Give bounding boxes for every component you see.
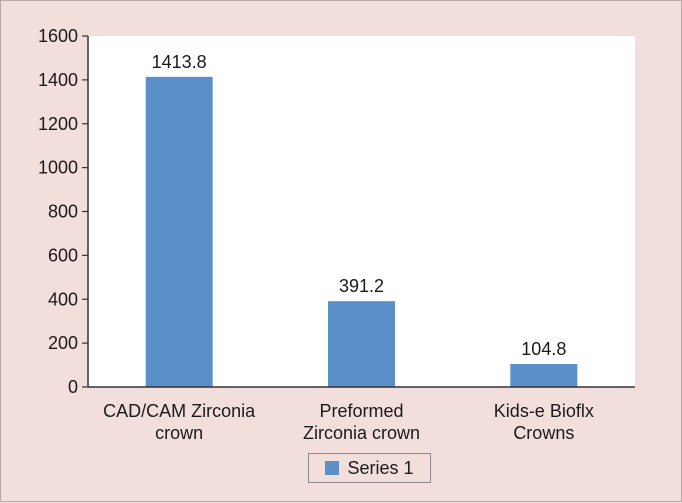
category-label: crown xyxy=(155,423,203,443)
y-tick-label: 0 xyxy=(68,377,78,397)
y-tick-label: 1600 xyxy=(38,26,78,46)
legend-label: Series 1 xyxy=(347,457,414,478)
y-tick-label: 1400 xyxy=(38,70,78,90)
legend-swatch xyxy=(325,461,340,475)
y-tick-label: 1200 xyxy=(38,114,78,134)
data-label: 104.8 xyxy=(521,339,566,359)
y-tick-label: 400 xyxy=(48,289,78,309)
data-labels: 1413.8 391.2 104.8 xyxy=(152,52,567,359)
legend: Series 1 xyxy=(308,453,431,483)
y-tick-label: 800 xyxy=(48,202,78,222)
bar xyxy=(328,301,395,387)
y-tick-label: 600 xyxy=(48,245,78,265)
data-label: 1413.8 xyxy=(152,52,207,72)
y-tick-label: 200 xyxy=(48,333,78,353)
bar xyxy=(145,76,213,387)
category-label: Zirconia crown xyxy=(303,423,420,443)
y-axis-ticks: 0 200 400 600 800 1000 1200 1400 1600 xyxy=(38,26,88,397)
bar xyxy=(510,364,578,387)
bars xyxy=(145,76,578,387)
y-tick-label: 1000 xyxy=(38,158,78,178)
data-label: 391.2 xyxy=(339,276,384,296)
category-label: Kids-e Bioflx xyxy=(494,401,594,421)
category-label: CAD/CAM Zirconia xyxy=(103,401,256,421)
category-label: Crowns xyxy=(513,423,574,443)
category-label: Preformed xyxy=(319,401,403,421)
